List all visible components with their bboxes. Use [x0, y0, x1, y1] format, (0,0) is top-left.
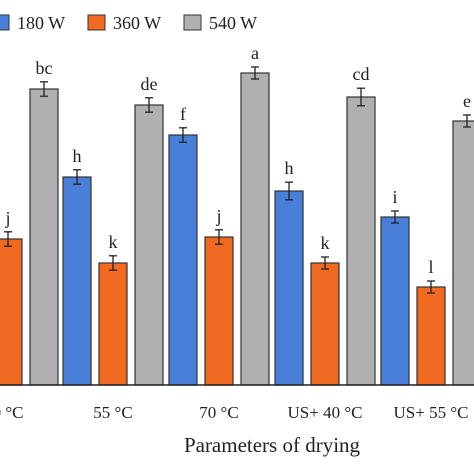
x-axis-title: Parameters of drying — [184, 433, 361, 457]
legend-swatch — [87, 14, 106, 31]
bar-360w-2 — [204, 236, 234, 386]
error-bar — [427, 280, 435, 294]
significance-label: j — [215, 206, 221, 226]
significance-label: de — [141, 74, 158, 94]
legend: 180 W 360 W 540 W — [0, 13, 257, 33]
error-bar — [285, 181, 293, 201]
significance-label: h — [285, 158, 294, 178]
x-tick-labels: 0 °C 55 °C 70 °C US+ 40 °C US+ 55 °C — [0, 403, 468, 422]
legend-label: 360 W — [113, 13, 161, 33]
error-bar — [109, 255, 117, 271]
significance-label: bc — [36, 58, 53, 78]
bar-360w-0 — [0, 238, 23, 386]
error-bar — [251, 66, 259, 80]
legend-label: 180 W — [17, 13, 65, 33]
error-bar — [463, 114, 471, 128]
error-bar — [4, 231, 12, 247]
error-bar — [391, 210, 399, 224]
bar-360w-1 — [98, 262, 128, 386]
error-bar — [357, 87, 365, 107]
bar-180w-3 — [274, 190, 304, 386]
bar-540w-4 — [452, 120, 474, 386]
significance-label: k — [321, 233, 330, 253]
bar-540w-0 — [29, 88, 59, 386]
significance-label: cd — [353, 64, 370, 84]
bar-360w-3 — [310, 262, 340, 386]
x-tick-label: 55 °C — [93, 403, 132, 422]
error-bar — [321, 256, 329, 270]
bar-180w-1 — [62, 176, 92, 386]
error-bar — [73, 169, 81, 185]
bar-180w-4 — [380, 216, 410, 386]
error-bar — [179, 127, 187, 143]
legend-label: 540 W — [209, 13, 257, 33]
bar-360w-4 — [416, 286, 446, 386]
bar-540w-2 — [240, 72, 270, 386]
bars-group: jhfhijkjklbcdeacde — [0, 43, 474, 386]
bar-540w-3 — [346, 96, 376, 386]
x-tick-label: US+ 55 °C — [394, 403, 469, 422]
significance-label: k — [109, 232, 118, 252]
significance-label: j — [4, 208, 10, 228]
error-bar — [40, 81, 48, 97]
error-bar — [145, 97, 153, 113]
significance-label: e — [463, 91, 471, 111]
significance-label: a — [251, 43, 259, 63]
significance-label: l — [428, 257, 433, 277]
significance-label: f — [180, 104, 186, 124]
x-tick-label: US+ 40 °C — [288, 403, 363, 422]
bar-180w-2 — [168, 134, 198, 386]
legend-swatch — [0, 14, 10, 31]
significance-label: h — [73, 146, 82, 166]
error-bar — [215, 229, 223, 245]
significance-label: i — [392, 187, 397, 207]
x-tick-label: 70 °C — [199, 403, 238, 422]
bar-540w-1 — [134, 104, 164, 386]
legend-swatch — [183, 14, 202, 31]
x-tick-label: 0 °C — [0, 403, 23, 422]
